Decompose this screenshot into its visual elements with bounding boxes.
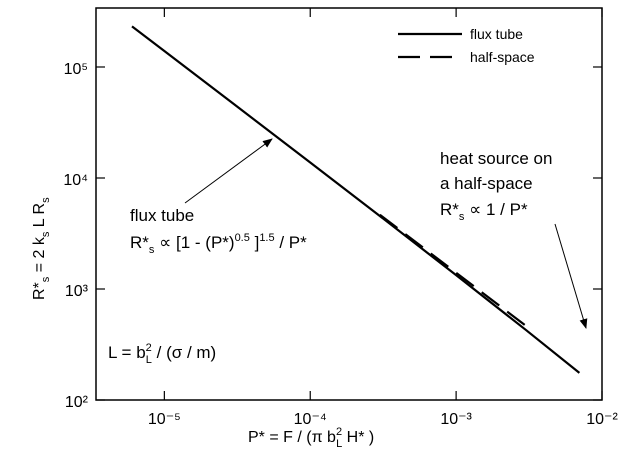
legend-label: flux tube [470,26,523,42]
x-tick-label: 10⁻² [586,411,618,428]
annotation: flux tube [130,206,194,225]
x-tick-label: 10⁻³ [440,411,472,428]
annotation: L = b2 L / (σ / m) [108,342,216,366]
y-tick-label: 10³ [65,283,89,300]
y-tick-label: 10⁵ [64,61,88,78]
annotation: heat source on [440,149,552,168]
series-line [379,213,527,327]
y-axis-label: R*s = 2 ks L Rs [31,197,52,300]
annotation: R*s ∝ 1 / P* [440,200,528,223]
annotation-arrow [184,138,273,204]
legend-label: half-space [470,49,535,65]
x-tick-label: 10⁻⁴ [294,411,327,428]
annotation: a half-space [440,174,533,193]
series-line [131,25,581,374]
annotation-arrow [554,223,588,329]
x-tick-label: 10⁻⁵ [148,411,181,428]
y-tick-label: 10⁴ [63,172,88,189]
plot-frame [95,7,603,401]
x-axis-label: P* = F / (π b2 L H* ) [248,426,374,449]
annotation: R*s ∝ [1 - (P*)0.5 ]1.5 / P* [130,232,307,256]
y-tick-label: 10² [65,394,89,411]
